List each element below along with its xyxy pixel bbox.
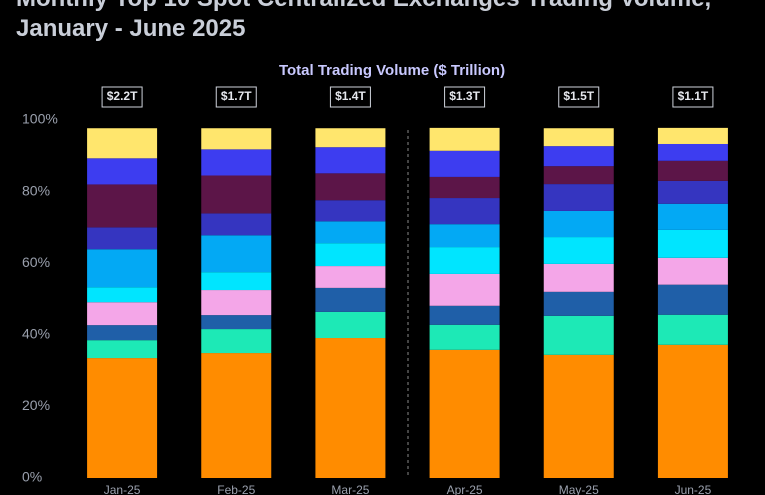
bar-segment bbox=[87, 128, 158, 159]
bar-segment bbox=[315, 287, 386, 312]
bar-label: $1.1T bbox=[678, 89, 709, 103]
bar-segment bbox=[87, 249, 158, 288]
bar-segment bbox=[657, 314, 728, 345]
bar-segment bbox=[201, 329, 272, 354]
bar-segment bbox=[315, 338, 386, 478]
bar-label-box bbox=[444, 86, 486, 108]
bar-segment bbox=[87, 358, 158, 478]
bar-segment bbox=[429, 224, 500, 248]
bar-segment bbox=[657, 143, 728, 161]
bar-segment bbox=[201, 353, 272, 478]
y-tick-label: 100% bbox=[22, 111, 58, 127]
x-tick-label: May-25 bbox=[559, 483, 599, 495]
bar-segment bbox=[429, 150, 500, 177]
bar-label-box bbox=[101, 86, 143, 108]
bar-label: $1.3T bbox=[449, 89, 480, 103]
bar-segment bbox=[543, 166, 614, 185]
bar-segment bbox=[315, 221, 386, 244]
bar-segment bbox=[429, 198, 500, 225]
bar-label: $2.2T bbox=[107, 89, 138, 103]
bar-segment bbox=[657, 203, 728, 230]
bar-segment bbox=[543, 315, 614, 355]
bar-segment bbox=[657, 284, 728, 315]
bar-segment bbox=[315, 128, 386, 148]
bar-segment bbox=[87, 302, 158, 326]
bar-segment bbox=[429, 324, 500, 350]
y-tick-label: 60% bbox=[22, 254, 50, 270]
bar-segment bbox=[315, 147, 386, 174]
bar-label: $1.5T bbox=[563, 89, 594, 103]
bar-segment bbox=[315, 200, 386, 222]
bar-segment bbox=[201, 272, 272, 291]
y-tick-label: 40% bbox=[22, 326, 50, 342]
bar-segment bbox=[87, 158, 158, 185]
bar-segment bbox=[657, 160, 728, 181]
bar-segment bbox=[657, 180, 728, 204]
bar-segment bbox=[315, 311, 386, 339]
bar-segment bbox=[201, 315, 272, 330]
bar-segment bbox=[657, 257, 728, 285]
bar-segment bbox=[657, 344, 728, 478]
bar-segment bbox=[201, 290, 272, 316]
x-tick-label: Jun-25 bbox=[675, 483, 712, 495]
bar-label-box bbox=[329, 86, 371, 108]
bar-segment bbox=[87, 340, 158, 359]
bar-segment bbox=[429, 349, 500, 478]
bar-segment bbox=[429, 247, 500, 274]
bar-segment bbox=[543, 128, 614, 147]
bar-segment bbox=[201, 128, 272, 150]
bar-label-box bbox=[672, 86, 714, 108]
bar-segment bbox=[429, 176, 500, 199]
y-tick-label: 20% bbox=[22, 397, 50, 413]
y-tick-label: 0% bbox=[22, 469, 42, 485]
bar-segment bbox=[543, 354, 614, 478]
x-tick-label: Feb-25 bbox=[217, 483, 255, 495]
bar-segment bbox=[543, 263, 614, 292]
bar-segment bbox=[543, 146, 614, 167]
chart-subtitle: Total Trading Volume ($ Trillion) bbox=[279, 62, 505, 79]
chart-title: Monthly Top 10 Spot Centralized Exchange… bbox=[16, 0, 711, 42]
bar-segment bbox=[429, 273, 500, 306]
x-tick-label: Jan-25 bbox=[104, 483, 141, 495]
bar-segment bbox=[87, 184, 158, 228]
bar-segment bbox=[201, 175, 272, 214]
bar-label-box bbox=[558, 86, 600, 108]
bar-segment bbox=[201, 213, 272, 236]
bar-label-box bbox=[215, 86, 257, 108]
bar-label: $1.4T bbox=[335, 89, 366, 103]
bar-segment bbox=[543, 237, 614, 264]
y-tick-label: 80% bbox=[22, 182, 50, 198]
bar-segment bbox=[87, 325, 158, 341]
bar-segment bbox=[87, 227, 158, 250]
bar-segment bbox=[315, 173, 386, 201]
bar-segment bbox=[87, 287, 158, 303]
bar-segment bbox=[429, 305, 500, 325]
bar-segment bbox=[657, 127, 728, 144]
bar-segment bbox=[543, 210, 614, 238]
x-tick-label: Mar-25 bbox=[331, 483, 369, 495]
bar-segment bbox=[543, 291, 614, 316]
bar-segment bbox=[429, 127, 500, 151]
bar-segment bbox=[543, 184, 614, 211]
x-tick-label: Apr-25 bbox=[447, 483, 483, 495]
bar-segment bbox=[201, 235, 272, 273]
bar-segment bbox=[201, 149, 272, 176]
bar-segment bbox=[315, 266, 386, 288]
bar-label: $1.7T bbox=[221, 89, 252, 103]
bar-segment bbox=[315, 243, 386, 267]
bar-segment bbox=[657, 229, 728, 258]
